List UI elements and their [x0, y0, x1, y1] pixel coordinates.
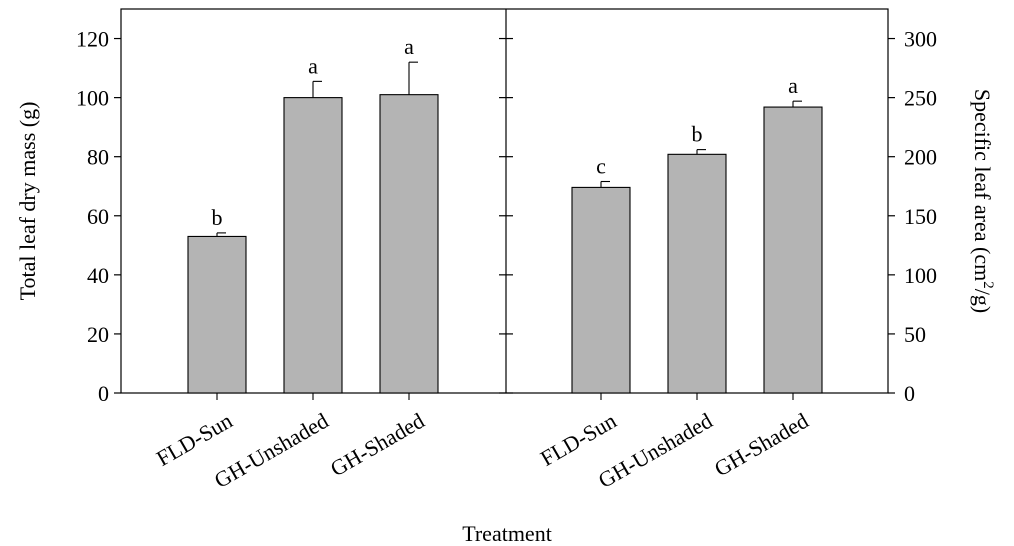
bar	[283, 97, 343, 394]
y-tick-label: 80	[87, 145, 109, 170]
bar	[379, 94, 439, 394]
significance-letter: c	[596, 154, 606, 179]
x-axis-title: Treatment	[462, 521, 552, 546]
significance-letter: a	[308, 53, 318, 78]
right-y-axis-title: Specific leaf area (cm2/g)	[970, 89, 996, 313]
right-y-axis-title-superscript: 2	[980, 281, 996, 289]
left-y-axis-title: Total leaf dry mass (g)	[15, 102, 40, 301]
y-tick-label: 50	[904, 322, 926, 347]
right-panel: 050100150200250300cFLD-SunbGH-UnshadedaG…	[499, 27, 937, 493]
category-label: GH-Shaded	[710, 408, 812, 482]
category-label: FLD-Sun	[536, 408, 620, 471]
y-tick-label: 100	[904, 263, 937, 288]
significance-letter: a	[404, 34, 414, 59]
y-tick-label: 60	[87, 204, 109, 229]
significance-letter: a	[788, 73, 798, 98]
significance-letter: b	[692, 122, 703, 147]
y-tick-label: 100	[76, 86, 109, 111]
y-tick-label: 250	[904, 86, 937, 111]
y-tick-label: 0	[98, 381, 109, 406]
category-label: GH-Shaded	[326, 408, 428, 482]
y-tick-label: 20	[87, 322, 109, 347]
y-tick-label: 150	[904, 204, 937, 229]
y-tick-label: 40	[87, 263, 109, 288]
bar	[571, 186, 631, 394]
bar	[187, 235, 247, 394]
right-y-axis-title-unit: /g)	[970, 289, 995, 313]
bar	[667, 153, 727, 394]
y-tick-label: 120	[76, 27, 109, 52]
y-tick-label: 200	[904, 145, 937, 170]
left-panel: 020406080100120bFLD-SunaGH-UnshadedaGH-S…	[76, 27, 513, 493]
bar	[763, 106, 823, 394]
right-y-axis-title-main: Specific leaf area (cm	[970, 89, 995, 281]
y-tick-label: 300	[904, 27, 937, 52]
category-label: FLD-Sun	[152, 408, 236, 471]
significance-letter: b	[212, 205, 223, 230]
y-tick-label: 0	[904, 381, 915, 406]
